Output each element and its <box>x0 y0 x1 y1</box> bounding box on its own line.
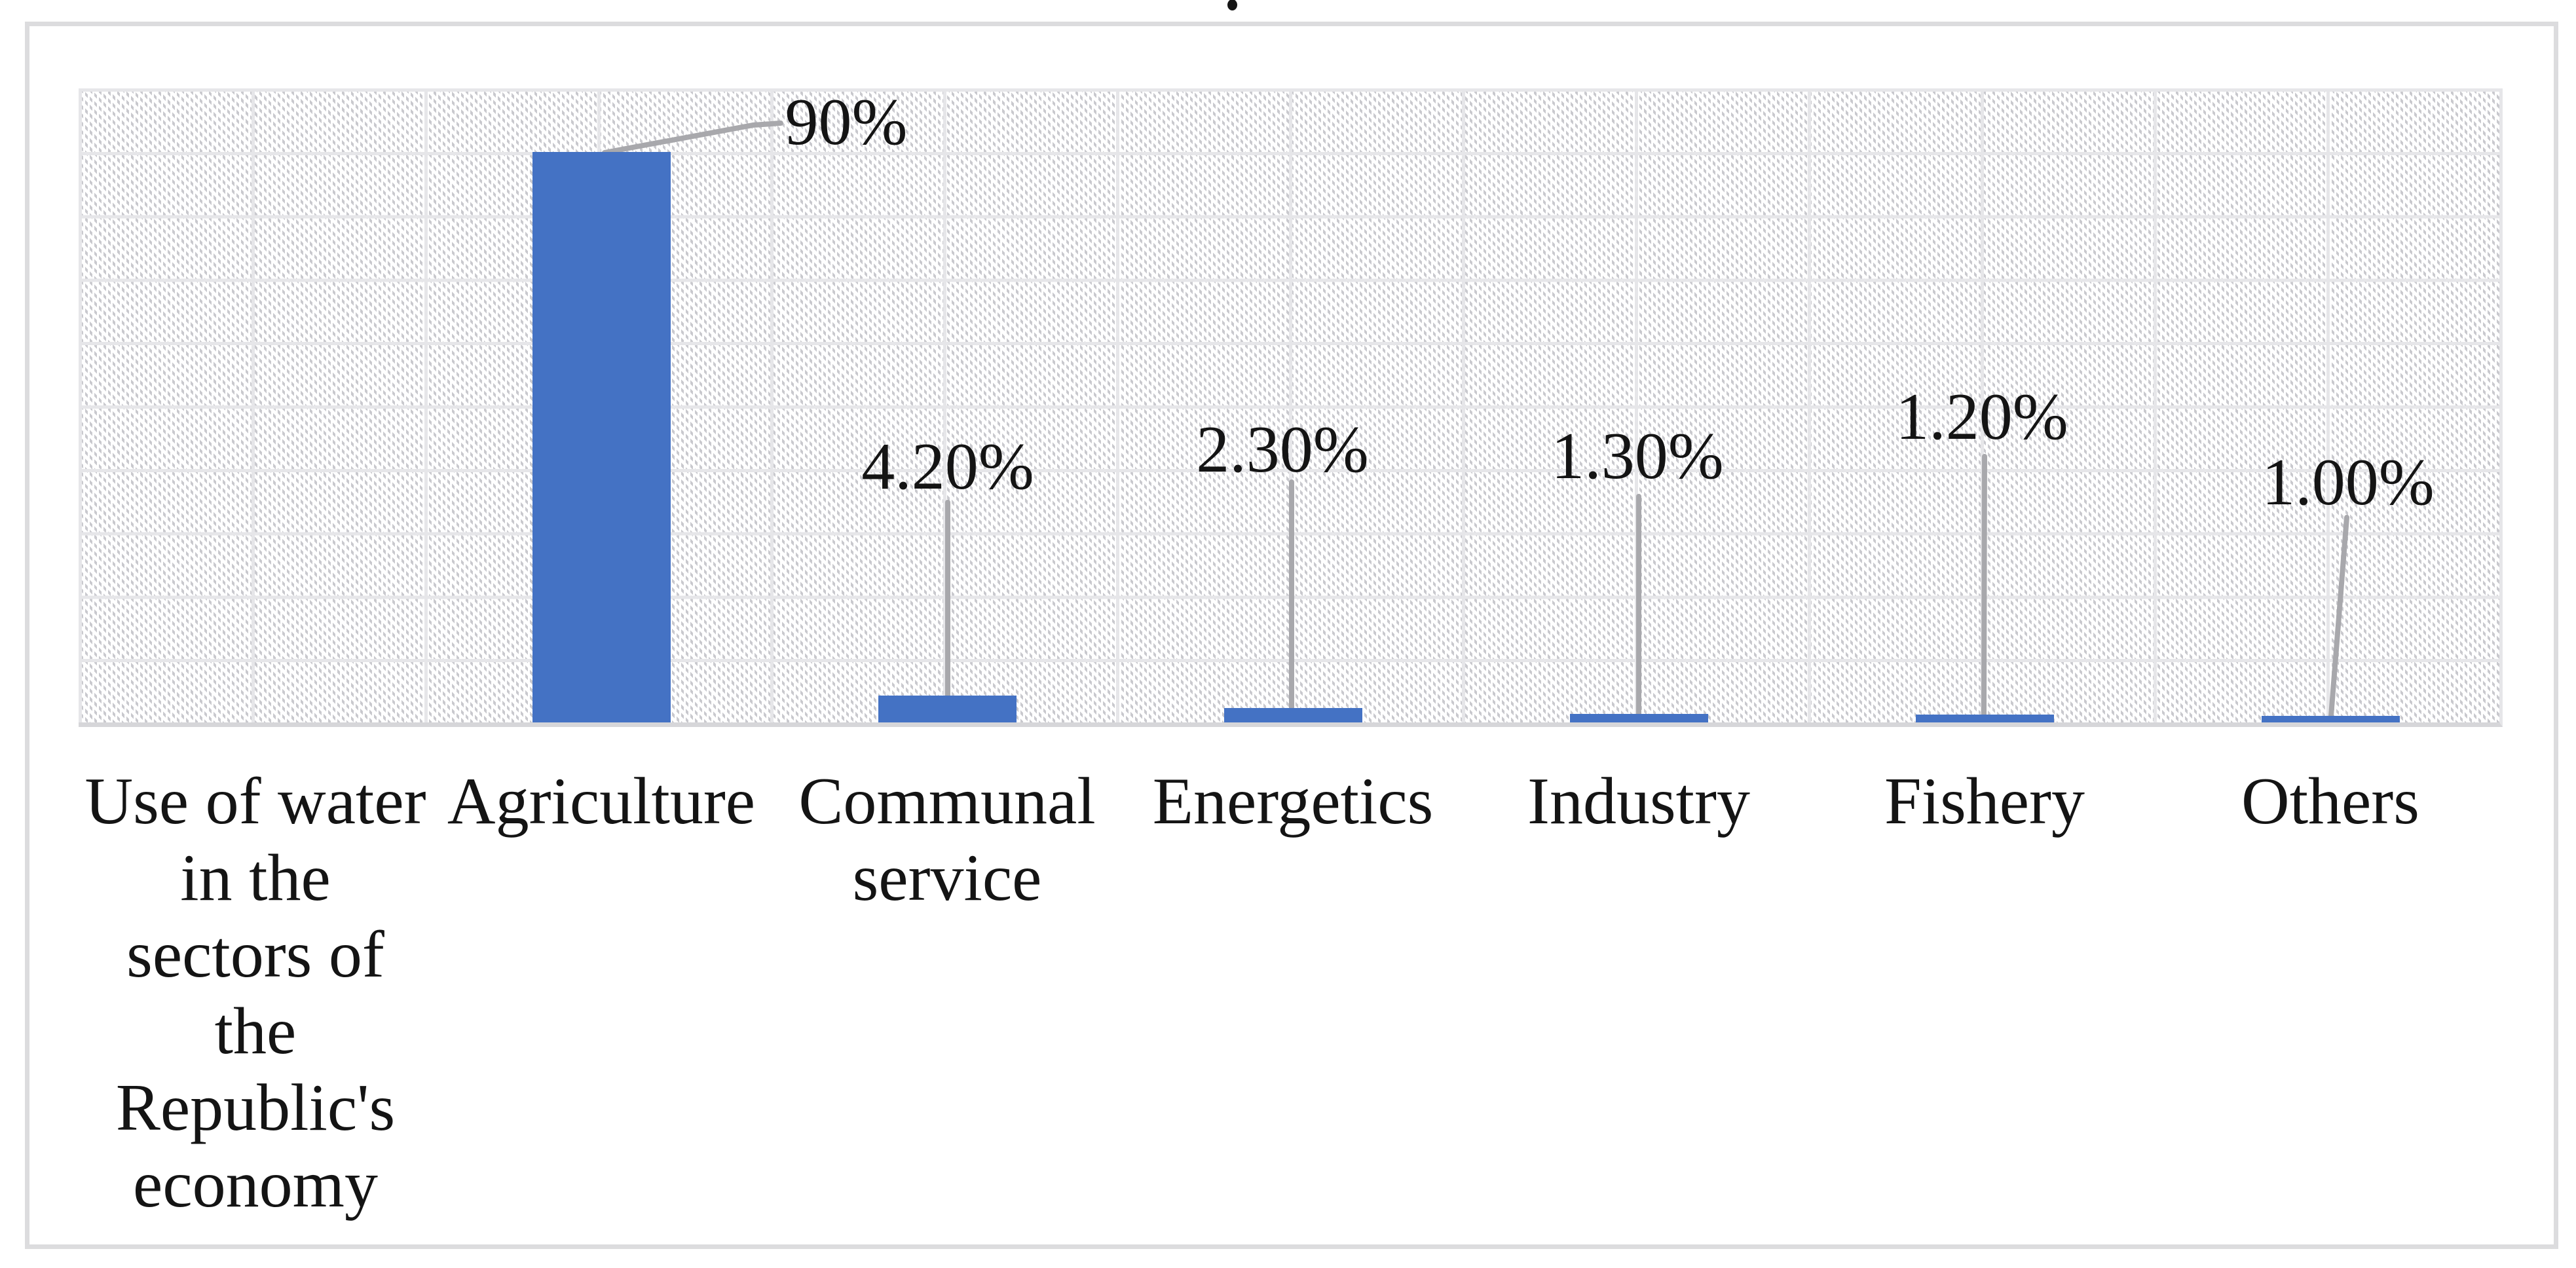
bar-fishery <box>1915 715 2054 722</box>
bar-others <box>2261 716 2400 722</box>
data-label-fishery: 1.20% <box>1895 380 2068 454</box>
category-label-use-of-water: Use of water in the sectors of the Repub… <box>84 764 426 1221</box>
plot-area <box>79 88 2503 727</box>
category-label-others: Others <box>2241 764 2419 838</box>
data-label-agriculture: 90% <box>785 85 908 159</box>
category-label-industry: Industry <box>1527 764 1750 838</box>
data-label-communal-service: 4.20% <box>861 430 1034 504</box>
data-label-industry: 1.30% <box>1551 419 1724 493</box>
bar-industry <box>1569 714 1708 722</box>
category-label-agriculture: Agriculture <box>447 764 756 838</box>
bar-agriculture <box>532 151 671 722</box>
data-label-energetics: 2.30% <box>1196 413 1369 487</box>
bar-energetics <box>1223 707 1362 722</box>
title-fragment-dot <box>1227 0 1237 10</box>
bar-communal-service <box>878 696 1017 722</box>
data-label-others: 1.00% <box>2262 445 2435 519</box>
category-label-energetics: Energetics <box>1152 764 1434 838</box>
category-label-fishery: Fishery <box>1884 764 2085 838</box>
category-label-communal-service: Communal service <box>798 764 1096 915</box>
